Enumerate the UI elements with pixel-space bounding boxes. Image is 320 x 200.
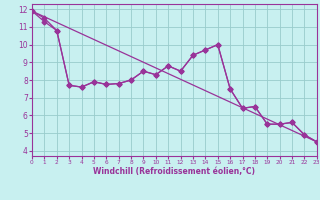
X-axis label: Windchill (Refroidissement éolien,°C): Windchill (Refroidissement éolien,°C) xyxy=(93,167,255,176)
